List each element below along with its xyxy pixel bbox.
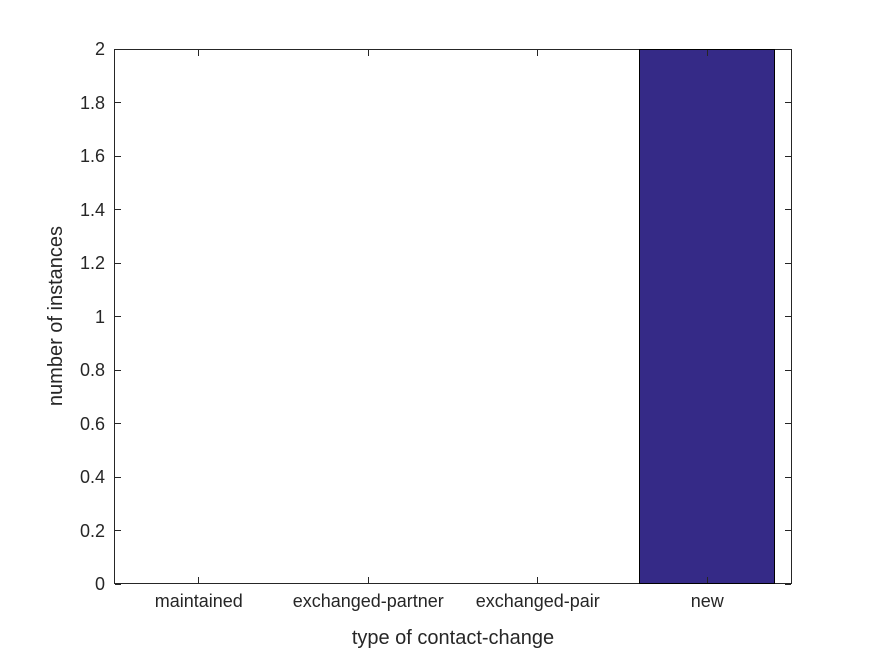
x-tick-mark-bottom [367, 577, 369, 583]
y-tick-mark-left [115, 262, 121, 264]
y-tick-mark-left [115, 476, 121, 478]
y-tick-label: 0.6 [79, 413, 105, 434]
y-tick-mark-right [785, 476, 791, 478]
x-axis-label: type of contact-change [351, 627, 555, 649]
y-tick-mark-left [115, 209, 121, 210]
y-tick-mark-right [785, 423, 791, 424]
y-tick-label: 0.8 [79, 360, 105, 380]
y-tick-mark-right [785, 369, 791, 371]
x-tick-label-exchanged-partner: exchanged-partner [292, 591, 444, 611]
x-tick-label-maintained: maintained [154, 591, 243, 611]
x-tick-label-new: new [690, 591, 724, 611]
x-tick-mark-top [367, 50, 369, 56]
y-tick-label: 1.8 [79, 92, 105, 113]
y-tick-label: 0.4 [79, 467, 105, 487]
x-tick-mark-bottom [198, 577, 200, 583]
x-tick-mark-top [706, 50, 708, 56]
y-tick-mark-right [785, 209, 791, 210]
y-tick-label: 2 [94, 39, 105, 59]
y-tick-mark-left [115, 102, 121, 103]
y-tick-mark-left [115, 530, 121, 531]
y-tick-label: 0 [94, 574, 105, 594]
x-tick-mark-top [537, 50, 539, 56]
y-tick-label: 0.2 [79, 520, 105, 541]
y-tick-mark-right [785, 155, 791, 157]
y-tick-mark-left [115, 423, 121, 424]
y-tick-mark-right [785, 316, 791, 317]
y-tick-mark-right [785, 102, 791, 103]
y-tick-label: 1.6 [79, 146, 105, 166]
x-tick-mark-bottom [537, 577, 539, 583]
x-tick-mark-bottom [706, 577, 708, 583]
y-tick-label: 1.2 [79, 253, 105, 273]
x-tick-mark-top [198, 50, 200, 56]
y-tick-mark-left [115, 583, 121, 585]
y-tick-mark-right [785, 583, 791, 585]
y-tick-label: 1.4 [79, 199, 105, 220]
y-tick-mark-right [785, 48, 791, 50]
y-tick-mark-right [785, 262, 791, 264]
bar-new [639, 49, 776, 584]
x-tick-label-exchanged-pair: exchanged-pair [475, 591, 600, 611]
y-tick-mark-left [115, 48, 121, 50]
y-tick-mark-left [115, 316, 121, 317]
y-tick-mark-left [115, 155, 121, 157]
y-tick-label: 1 [94, 306, 105, 327]
y-tick-mark-left [115, 369, 121, 371]
y-tick-mark-right [785, 530, 791, 531]
